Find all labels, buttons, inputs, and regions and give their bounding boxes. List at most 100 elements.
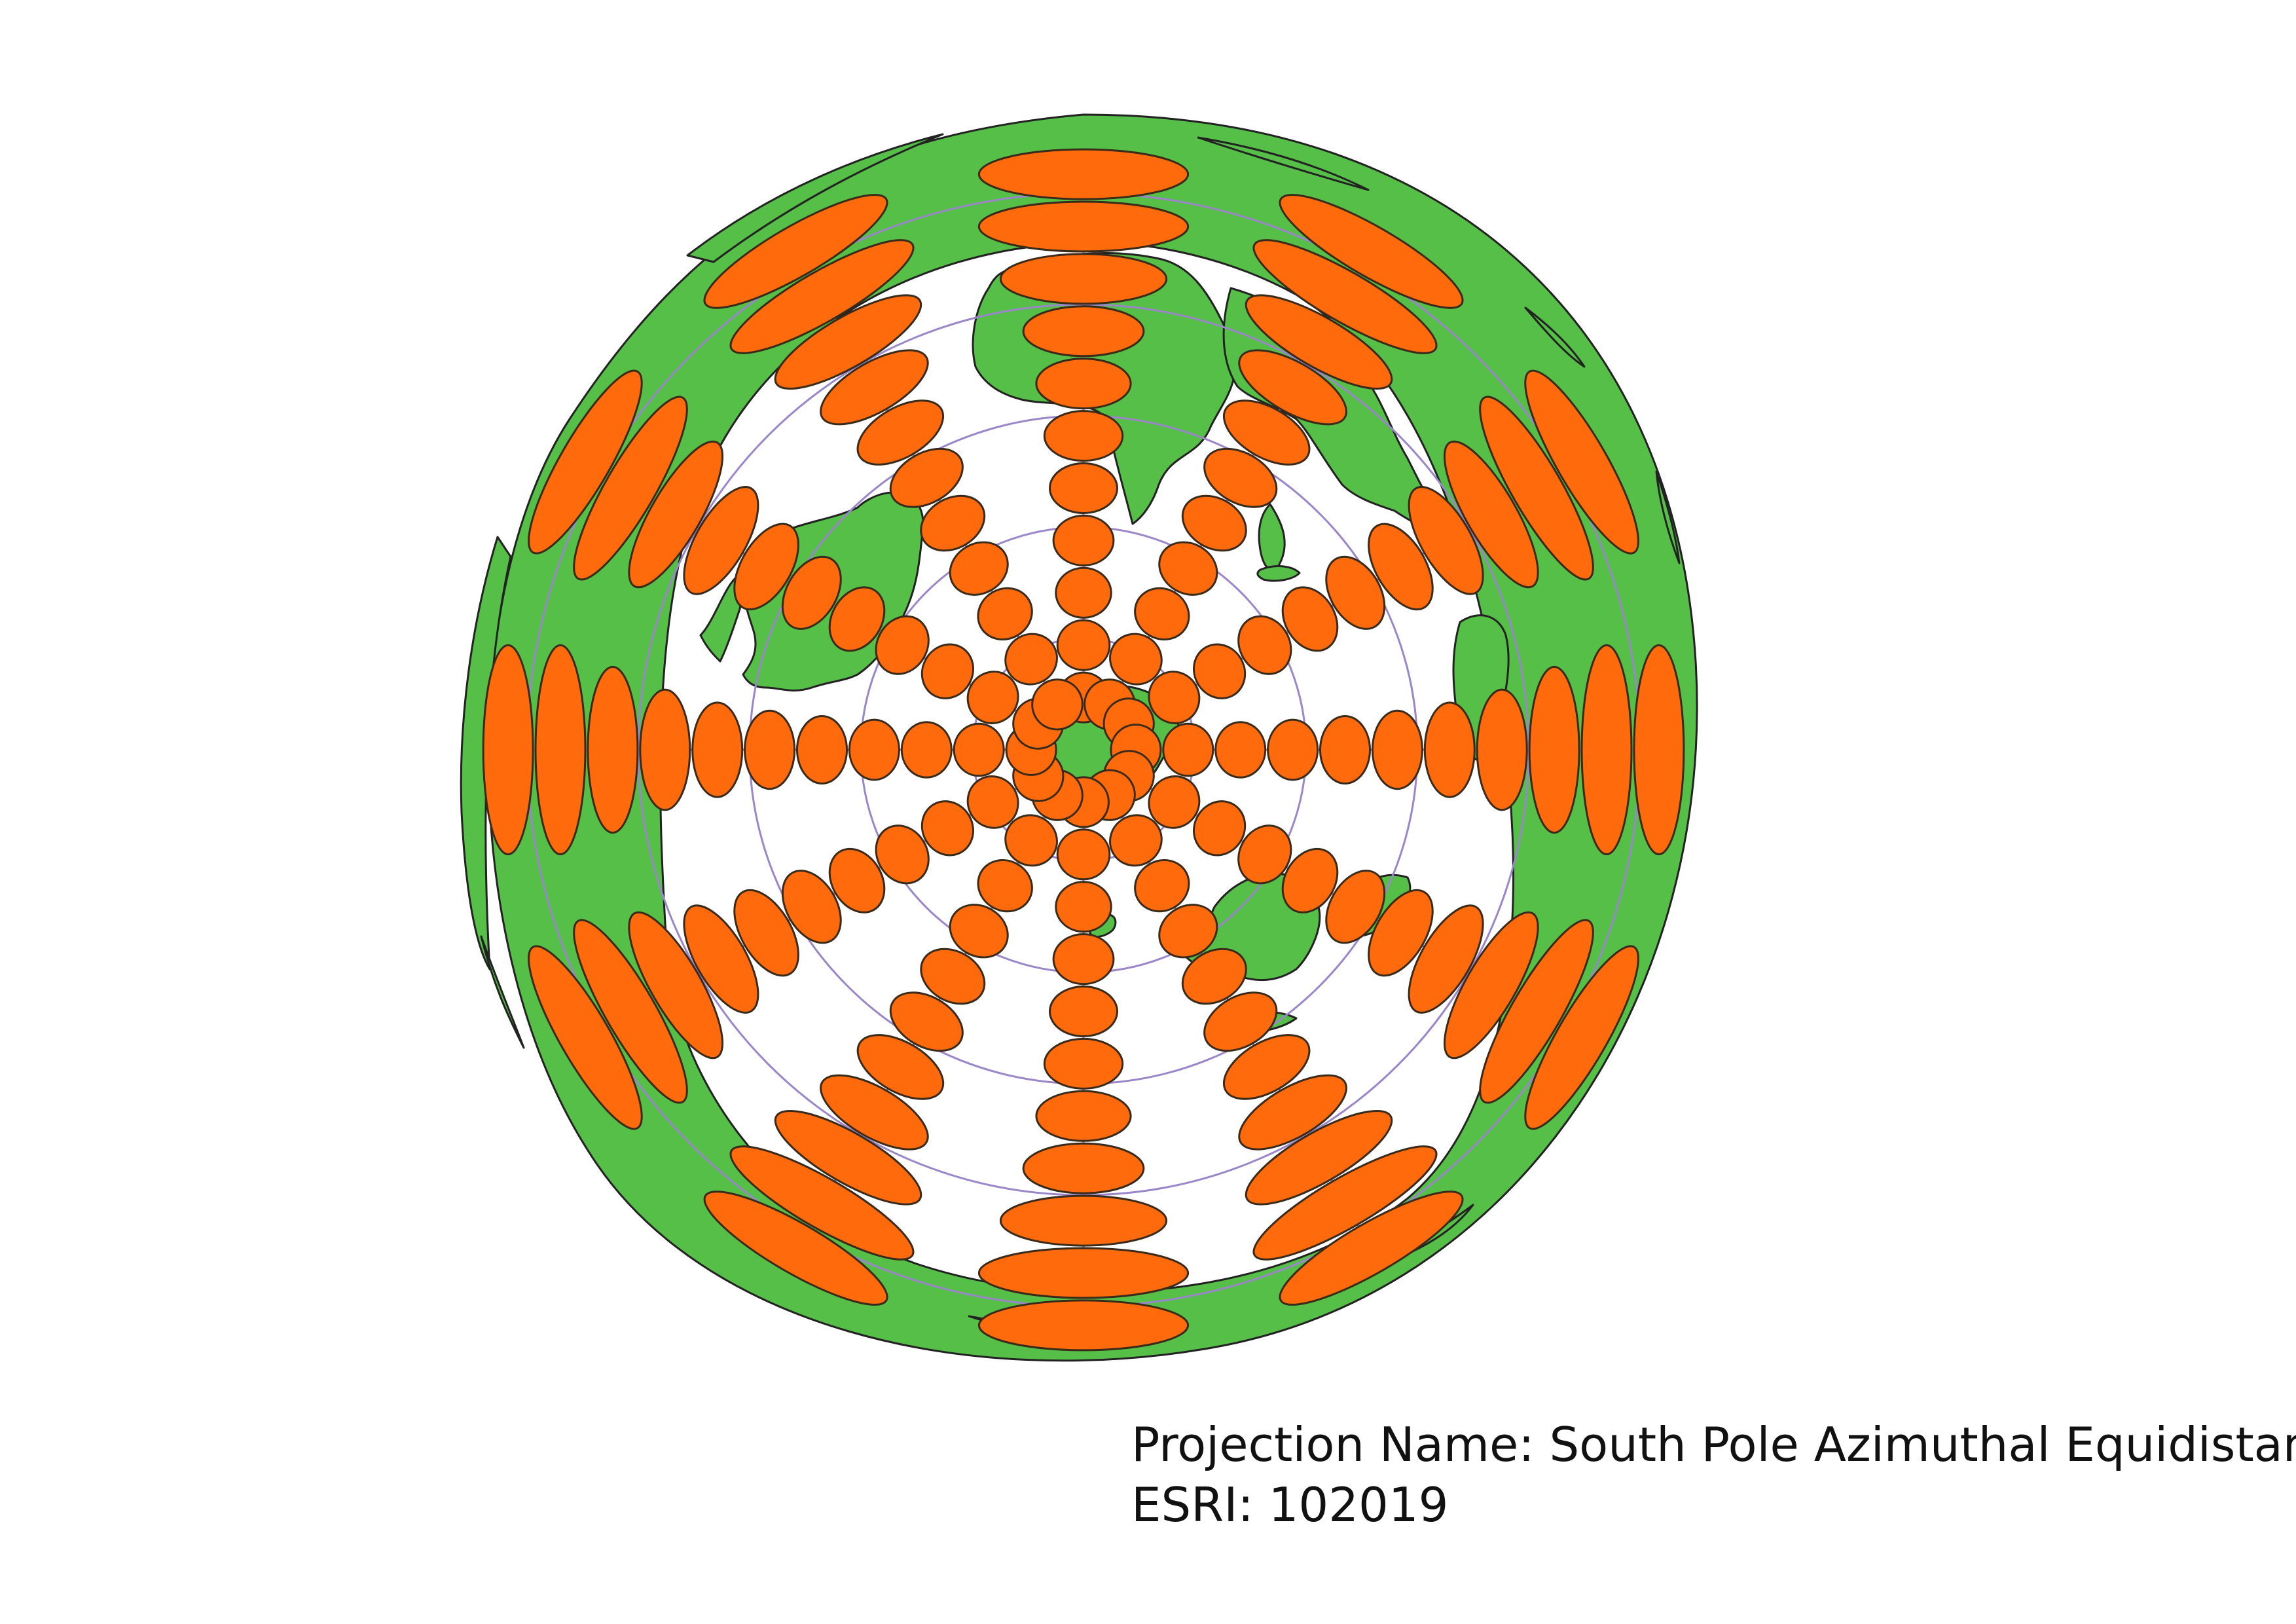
tissot-ellipse xyxy=(1148,775,1201,829)
tissot-ellipse xyxy=(1479,919,1594,1104)
tissot-ellipse xyxy=(1055,566,1112,619)
tissot-ellipse xyxy=(1528,665,1580,834)
tissot-ellipse xyxy=(875,824,930,885)
tissot-ellipse xyxy=(1524,369,1639,555)
tissot-ellipse xyxy=(534,644,587,856)
tissot-ellipse xyxy=(820,349,929,426)
tissot-ellipse xyxy=(856,399,945,466)
tissot-ellipse xyxy=(949,541,1009,596)
tissot-ellipse xyxy=(1004,633,1058,686)
tissot-ellipse xyxy=(1237,824,1292,885)
tissot-ellipse xyxy=(856,1034,945,1100)
tissot-ellipse xyxy=(1035,358,1132,410)
tissot-ellipse xyxy=(733,889,799,977)
right-sliver-2 xyxy=(1655,470,1681,564)
tissot-ellipse xyxy=(1325,870,1386,944)
tissot-ellipse xyxy=(820,1074,929,1151)
tissot-ellipse xyxy=(628,440,724,589)
tissot-ellipse xyxy=(639,688,691,811)
tissot-ellipse xyxy=(703,194,888,309)
tissot-ellipse xyxy=(1580,644,1633,856)
tissot-ellipse xyxy=(1633,644,1685,856)
tissot-ellipse xyxy=(977,587,1033,640)
tissot-ellipse xyxy=(1049,986,1118,1037)
tissot-ellipse xyxy=(889,447,964,508)
tissot-ellipse xyxy=(774,1109,922,1206)
tissot-ellipse xyxy=(573,919,688,1104)
land-madagascar xyxy=(1256,565,1301,582)
tissot-ellipse xyxy=(977,1247,1190,1299)
tissot-ellipse xyxy=(977,1299,1190,1352)
tissot-ellipse xyxy=(875,615,930,675)
tissot-ellipse xyxy=(977,200,1190,253)
tissot-ellipse xyxy=(683,486,759,595)
tissot-ellipse xyxy=(966,671,1019,724)
tissot-ellipse xyxy=(920,494,986,552)
tissot-ellipse xyxy=(1408,486,1484,595)
tissot-ellipse xyxy=(1043,410,1124,462)
tissot-ellipse xyxy=(920,643,974,699)
tissot-ellipse xyxy=(1022,305,1145,358)
tissot-ellipse xyxy=(828,847,886,913)
tissot-ellipse xyxy=(1193,643,1247,699)
tissot-ellipse xyxy=(1134,859,1190,913)
tissot-ellipse xyxy=(1479,396,1594,581)
tissot-ellipse xyxy=(1476,688,1528,811)
tissot-ellipse xyxy=(953,722,1005,777)
tissot-ellipse xyxy=(1281,586,1339,652)
tissot-ellipse xyxy=(848,718,900,781)
tissot-ellipse xyxy=(1245,294,1393,390)
tissot-ellipse xyxy=(1238,1074,1347,1151)
tissot-ellipse xyxy=(1325,555,1386,630)
tissot-ellipse xyxy=(1238,349,1347,426)
tissot-indicatrices xyxy=(482,148,1685,1352)
tissot-ellipse xyxy=(1022,1142,1145,1194)
tissot-ellipse xyxy=(920,948,986,1005)
tissot-ellipse xyxy=(1055,881,1112,933)
tissot-ellipse xyxy=(1245,1109,1393,1206)
tissot-ellipse xyxy=(920,800,974,857)
tissot-ellipse xyxy=(1252,239,1438,354)
tissot-ellipse xyxy=(733,523,799,611)
tissot-ellipse xyxy=(587,665,639,834)
tissot-ellipse xyxy=(1134,587,1190,640)
tissot-ellipse xyxy=(729,1145,915,1261)
tissot-ellipse xyxy=(1281,847,1339,913)
tissot-ellipse xyxy=(1162,722,1214,777)
esri-code-label: ESRI: 102019 xyxy=(1131,1477,1449,1532)
tissot-ellipse xyxy=(1049,462,1118,514)
tissot-ellipse xyxy=(889,991,964,1052)
tissot-ellipse xyxy=(573,396,688,581)
tissot-ellipse xyxy=(1252,1145,1438,1261)
tissot-ellipse xyxy=(900,721,953,779)
tissot-ellipse xyxy=(1004,814,1058,867)
tissot-ellipse xyxy=(1158,541,1218,596)
tissot-ellipse xyxy=(482,644,534,856)
tissot-ellipse xyxy=(796,715,848,784)
tissot-ellipse xyxy=(1181,948,1247,1005)
tissot-ellipse xyxy=(683,904,759,1014)
tissot-ellipse xyxy=(977,859,1033,913)
tissot-ellipse xyxy=(1368,889,1434,977)
tissot-ellipse xyxy=(528,369,643,555)
projection-name-label: Projection Name: South Pole Azimuthal Eq… xyxy=(1131,1417,2296,1472)
tissot-ellipse xyxy=(949,904,1009,959)
tissot-ellipse xyxy=(828,586,886,652)
tissot-ellipse xyxy=(781,555,842,630)
tissot-ellipse xyxy=(628,911,724,1060)
tissot-ellipse xyxy=(966,775,1019,829)
tissot-ellipse xyxy=(703,1190,888,1306)
tissot-ellipse xyxy=(1319,715,1371,784)
tissot-ellipse xyxy=(1368,523,1434,611)
tissot-ellipse xyxy=(977,148,1190,200)
land-india xyxy=(1258,503,1286,571)
tissot-ellipse xyxy=(1279,194,1464,309)
tissot-ellipse xyxy=(1158,904,1218,959)
tissot-ellipse xyxy=(1279,1190,1464,1306)
top-left-sliver xyxy=(686,133,944,263)
tissot-ellipse xyxy=(1052,514,1115,566)
tissot-ellipse xyxy=(1109,814,1163,867)
tissot-ellipse xyxy=(1035,1090,1132,1142)
tissot-ellipse xyxy=(744,709,796,790)
